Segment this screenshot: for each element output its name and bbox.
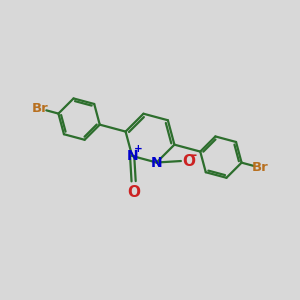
Text: O: O — [127, 185, 140, 200]
Text: N: N — [126, 149, 138, 163]
Text: N: N — [151, 155, 162, 170]
Text: Br: Br — [252, 161, 268, 174]
Text: +: + — [134, 143, 143, 154]
Text: Br: Br — [32, 102, 48, 115]
Text: O: O — [182, 154, 195, 169]
Text: –: – — [190, 148, 196, 162]
